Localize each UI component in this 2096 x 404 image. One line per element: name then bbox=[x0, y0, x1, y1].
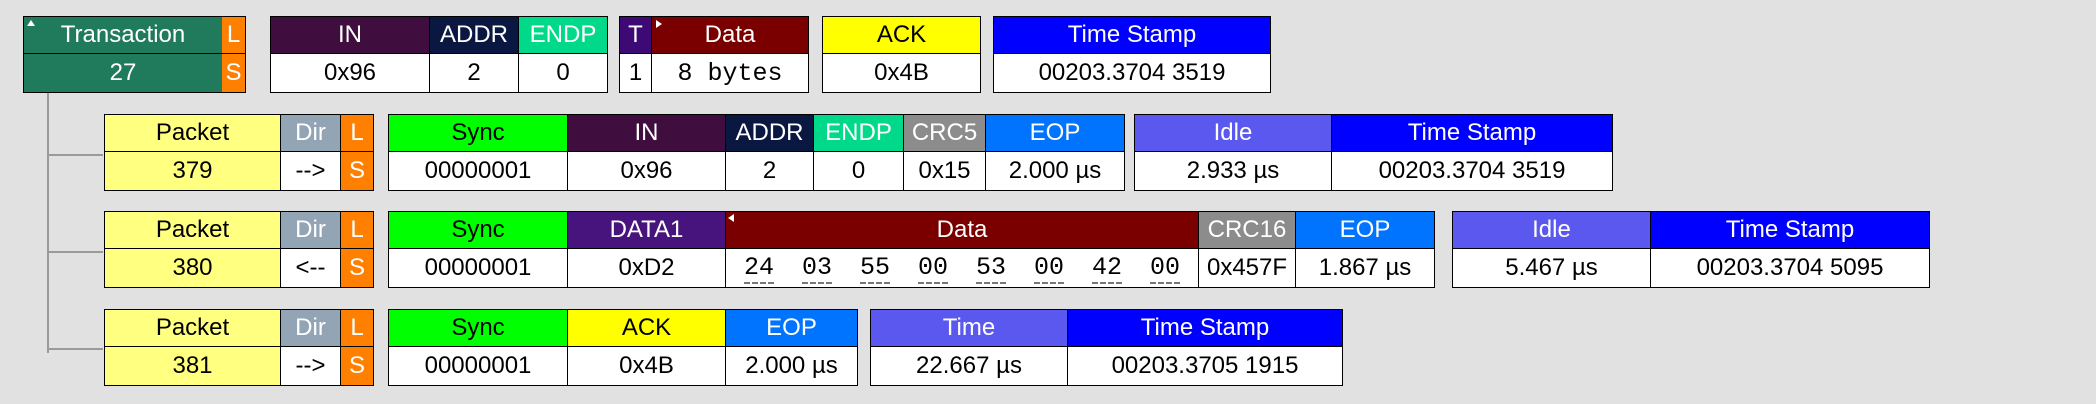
packet-number[interactable]: 380 bbox=[104, 248, 281, 288]
idle-value: 5.467 µs bbox=[1452, 248, 1651, 288]
data-bytes: 24 03 55 00 53 00 42 00 bbox=[726, 248, 1199, 288]
data-byte: 03 bbox=[801, 252, 832, 284]
transaction-s-flag: S bbox=[222, 53, 246, 93]
transaction-t-label: T bbox=[619, 16, 652, 53]
ack-value: 0x4B bbox=[568, 346, 726, 386]
time-value: 22.667 µs bbox=[870, 346, 1068, 386]
collapse-arrow-icon[interactable] bbox=[728, 214, 734, 222]
crc16-value: 0x457F bbox=[1199, 248, 1296, 288]
data-label[interactable]: Data bbox=[726, 211, 1199, 248]
transaction-number[interactable]: 27 bbox=[23, 53, 223, 93]
expand-arrow-icon[interactable] bbox=[656, 20, 662, 28]
transaction-label[interactable]: Transaction bbox=[23, 16, 223, 53]
data-byte: 00 bbox=[917, 252, 948, 284]
tree-connector-381 bbox=[47, 348, 103, 350]
transaction-data-label[interactable]: Data bbox=[652, 16, 809, 53]
eop-label: EOP bbox=[1296, 211, 1435, 248]
packet-number[interactable]: 379 bbox=[104, 151, 281, 191]
sync-value: 00000001 bbox=[388, 151, 568, 191]
transaction-addr-label: ADDR bbox=[430, 16, 519, 53]
in-label: IN bbox=[568, 114, 726, 151]
idle-label: Idle bbox=[1134, 114, 1332, 151]
tree-connector-379 bbox=[47, 154, 103, 156]
s-flag: S bbox=[341, 248, 374, 288]
transaction-endp-value: 0 bbox=[519, 53, 608, 93]
transaction-in-value: 0x96 bbox=[270, 53, 430, 93]
eop-value: 2.000 µs bbox=[986, 151, 1125, 191]
tree-connector-380 bbox=[47, 251, 103, 253]
s-flag: S bbox=[341, 346, 374, 386]
transaction-data-value: 8 bytes bbox=[652, 53, 809, 93]
data-byte: 53 bbox=[975, 252, 1006, 284]
transaction-endp-label: ENDP bbox=[519, 16, 608, 53]
eop-value: 2.000 µs bbox=[726, 346, 858, 386]
sync-value: 00000001 bbox=[388, 346, 568, 386]
timestamp-value: 00203.3704 5095 bbox=[1651, 248, 1930, 288]
dir-value: --> bbox=[281, 346, 341, 386]
sync-value: 00000001 bbox=[388, 248, 568, 288]
idle-label: Idle bbox=[1452, 211, 1651, 248]
data-byte: 00 bbox=[1033, 252, 1064, 284]
sync-label: Sync bbox=[388, 114, 568, 151]
transaction-l-flag: L bbox=[222, 16, 246, 53]
dir-value: --> bbox=[281, 151, 341, 191]
data-byte: 00 bbox=[1149, 252, 1180, 284]
data-byte: 42 bbox=[1091, 252, 1122, 284]
endp-value: 0 bbox=[814, 151, 904, 191]
transaction-in-label: IN bbox=[270, 16, 430, 53]
time-label: Time bbox=[870, 309, 1068, 346]
data1-label: DATA1 bbox=[568, 211, 726, 248]
transaction-ack-label: ACK bbox=[822, 16, 981, 53]
addr-value: 2 bbox=[726, 151, 814, 191]
packet-label[interactable]: Packet bbox=[104, 114, 281, 151]
tree-connector-vertical bbox=[47, 70, 49, 353]
packet-label[interactable]: Packet bbox=[104, 211, 281, 248]
eop-label: EOP bbox=[986, 114, 1125, 151]
sync-label: Sync bbox=[388, 309, 568, 346]
timestamp-label: Time Stamp bbox=[1068, 309, 1343, 346]
collapse-arrow-icon[interactable] bbox=[27, 20, 35, 26]
ack-label: ACK bbox=[568, 309, 726, 346]
crc16-label: CRC16 bbox=[1199, 211, 1296, 248]
s-flag: S bbox=[341, 151, 374, 191]
dir-label: Dir bbox=[281, 211, 341, 248]
dir-label: Dir bbox=[281, 309, 341, 346]
data1-value: 0xD2 bbox=[568, 248, 726, 288]
eop-label: EOP bbox=[726, 309, 858, 346]
timestamp-label: Time Stamp bbox=[1332, 114, 1613, 151]
timestamp-value: 00203.3704 3519 bbox=[1332, 151, 1613, 191]
endp-label: ENDP bbox=[814, 114, 904, 151]
transaction-timestamp-label: Time Stamp bbox=[993, 16, 1271, 53]
transaction-addr-value: 2 bbox=[430, 53, 519, 93]
crc5-label: CRC5 bbox=[904, 114, 986, 151]
idle-value: 2.933 µs bbox=[1134, 151, 1332, 191]
transaction-ack-value: 0x4B bbox=[822, 53, 981, 93]
dir-label: Dir bbox=[281, 114, 341, 151]
packet-number[interactable]: 381 bbox=[104, 346, 281, 386]
data-byte: 24 bbox=[743, 252, 774, 284]
l-flag: L bbox=[341, 309, 374, 346]
timestamp-value: 00203.3705 1915 bbox=[1068, 346, 1343, 386]
dir-value: <-- bbox=[281, 248, 341, 288]
l-flag: L bbox=[341, 211, 374, 248]
crc5-value: 0x15 bbox=[904, 151, 986, 191]
transaction-t-value: 1 bbox=[619, 53, 652, 93]
packet-label[interactable]: Packet bbox=[104, 309, 281, 346]
transaction-timestamp-value: 00203.3704 3519 bbox=[993, 53, 1271, 93]
addr-label: ADDR bbox=[726, 114, 814, 151]
l-flag: L bbox=[341, 114, 374, 151]
timestamp-label: Time Stamp bbox=[1651, 211, 1930, 248]
eop-value: 1.867 µs bbox=[1296, 248, 1435, 288]
data-byte: 55 bbox=[859, 252, 890, 284]
sync-label: Sync bbox=[388, 211, 568, 248]
in-value: 0x96 bbox=[568, 151, 726, 191]
